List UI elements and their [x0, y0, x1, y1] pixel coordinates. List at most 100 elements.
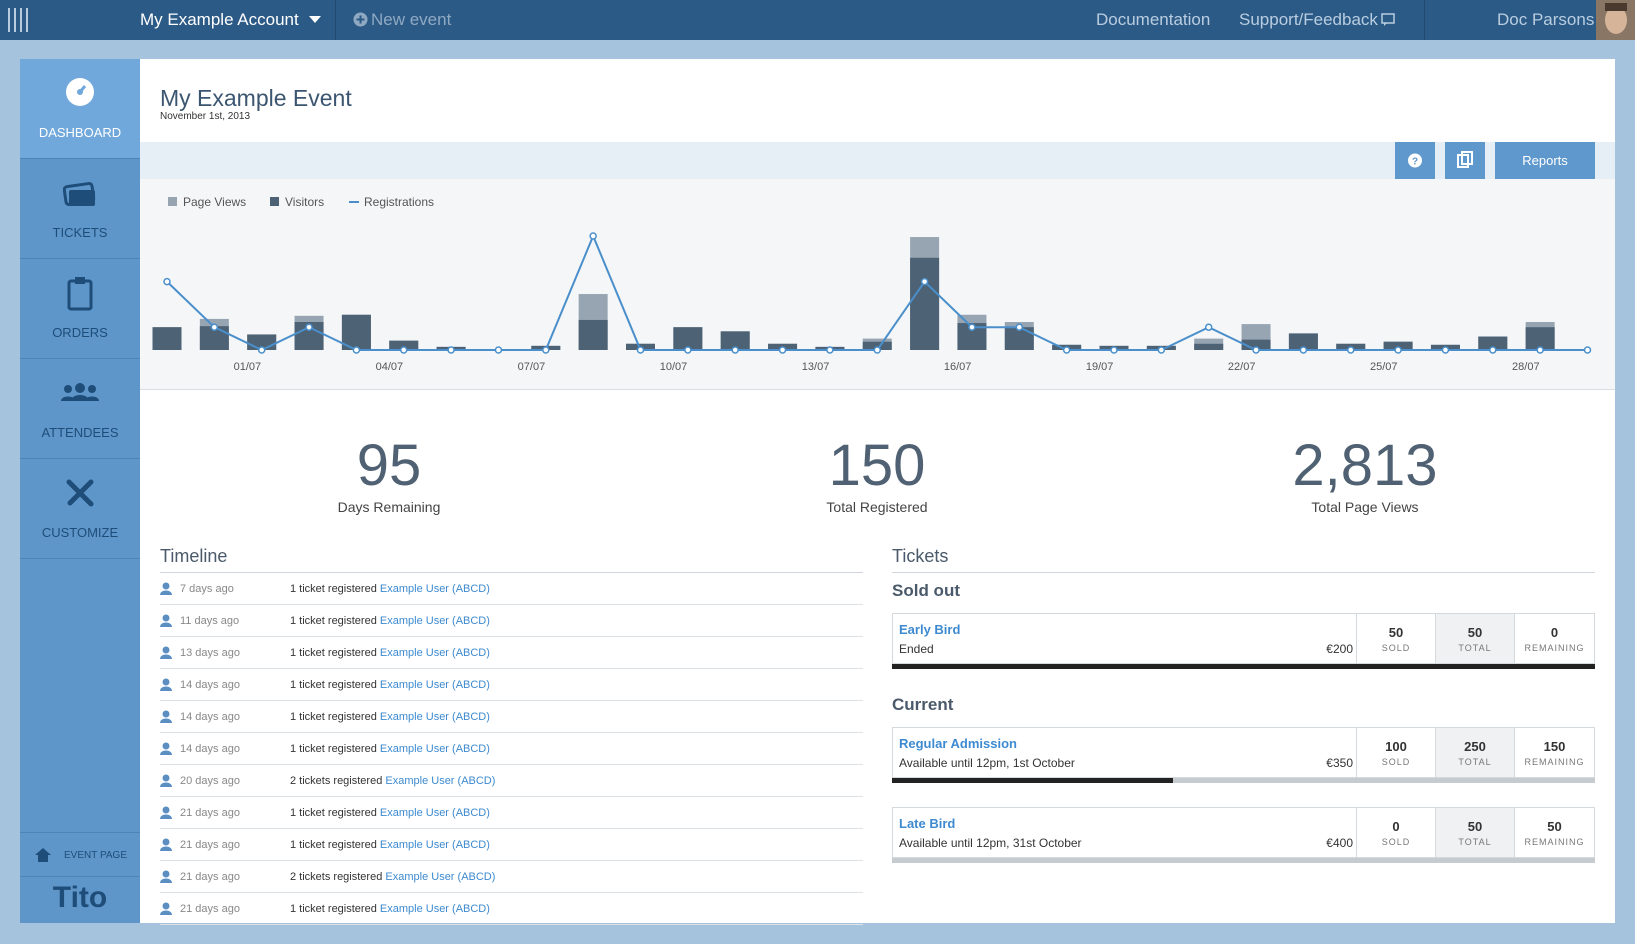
- entry: 1 ticket registered Example User (ABCD): [290, 807, 490, 819]
- customize-icon: [66, 479, 94, 507]
- ticket-remaining: 150 REMAINING: [1514, 728, 1594, 777]
- timeline-row: 13 days ago 1 ticket registered Example U…: [160, 637, 863, 669]
- nav-link[interactable]: Support/Feedback: [1239, 10, 1378, 29]
- entry-text: 1 ticket registered: [290, 679, 377, 691]
- top-bar: My Example Account New event Documentati…: [0, 0, 1635, 40]
- nav-item[interactable]: DASHBOARD: [20, 59, 140, 159]
- count: 250: [1464, 739, 1486, 754]
- entry-text: 1 ticket registered: [290, 743, 377, 755]
- user-link[interactable]: Example User (ABCD): [379, 743, 490, 755]
- legend-label: Registrations: [364, 195, 434, 209]
- orders-icon: [67, 277, 93, 311]
- home-icon: [35, 848, 51, 862]
- user-link[interactable]: Example User (ABCD): [379, 839, 490, 851]
- bar: [1478, 336, 1508, 350]
- user-link[interactable]: Example User (ABCD): [379, 583, 490, 595]
- user-link[interactable]: Example User (ABCD): [379, 807, 490, 819]
- point: [1252, 346, 1260, 354]
- point: [1489, 346, 1497, 354]
- timeline-row: 7 days ago 1 ticket registered Example Us…: [160, 573, 863, 605]
- stat-label: Total Registered: [826, 499, 928, 515]
- bar: [199, 326, 229, 350]
- group-title: Current: [892, 695, 954, 714]
- ticket-card: Regular Admission Available until 12pm, 1…: [892, 727, 1595, 778]
- count-label: REMAINING: [1524, 643, 1585, 653]
- time: 21 days ago: [180, 839, 240, 851]
- user-link[interactable]: Example User (ABCD): [385, 871, 496, 883]
- rule: [892, 572, 1595, 573]
- time: 14 days ago: [180, 711, 240, 723]
- user-icon: [160, 742, 172, 755]
- legend-label: Visitors: [285, 195, 324, 209]
- count: 50: [1467, 625, 1483, 640]
- point: [210, 323, 219, 331]
- event-page-link[interactable]: EVENT PAGE: [20, 832, 140, 877]
- toolbar: [140, 142, 1615, 179]
- user-link[interactable]: Example User (ABCD): [379, 903, 490, 915]
- nav-label: CUSTOMIZE: [41, 525, 119, 540]
- nav-label: DASHBOARD: [38, 125, 122, 140]
- user-link[interactable]: Example User (ABCD): [379, 615, 490, 627]
- point: [447, 346, 455, 354]
- nav-item[interactable]: CUSTOMIZE: [20, 459, 140, 559]
- attendees-icon: [61, 383, 99, 401]
- bar: [152, 327, 182, 350]
- bar: [1525, 327, 1555, 350]
- ticket-status: Available until 12pm, 31st October: [899, 836, 1082, 850]
- nav-item[interactable]: TICKETS: [20, 159, 140, 259]
- nav-item[interactable]: ATTENDEES: [20, 359, 140, 459]
- nav-item[interactable]: ORDERS: [20, 259, 140, 359]
- menu-logo[interactable]: [6, 8, 32, 32]
- ticket-sold: 50 SOLD: [1356, 614, 1435, 663]
- point: [1347, 346, 1355, 354]
- count: 0: [1392, 819, 1400, 834]
- count-label: REMAINING: [1524, 837, 1585, 847]
- nav-label: ORDERS: [52, 325, 108, 340]
- event-title: My Example Event: [160, 85, 352, 111]
- bar: [1004, 327, 1034, 350]
- count-label: REMAINING: [1524, 757, 1585, 767]
- user-link[interactable]: Example User (ABCD): [379, 711, 490, 723]
- count-label: TOTAL: [1458, 757, 1492, 767]
- new-event[interactable]: New event: [371, 10, 452, 29]
- bar: [1288, 333, 1318, 350]
- svg-text:?: ?: [1412, 157, 1418, 168]
- bar: [720, 331, 750, 350]
- bar: [341, 314, 371, 350]
- ticket-name[interactable]: Early Bird: [899, 622, 961, 637]
- legend-swatch: [168, 197, 177, 206]
- point: [352, 346, 361, 354]
- point: [400, 346, 408, 354]
- chat-icon: [1381, 13, 1395, 26]
- user-icon: [160, 614, 172, 627]
- help-button[interactable]: ?: [1395, 142, 1435, 179]
- nav-link[interactable]: Documentation: [1096, 10, 1211, 29]
- account-name[interactable]: My Example Account: [140, 10, 299, 29]
- time: 13 days ago: [180, 647, 240, 659]
- event-page-label: EVENT PAGE: [64, 850, 127, 861]
- stat-value: 150: [828, 433, 926, 498]
- plus-icon: [353, 12, 368, 27]
- reports-button[interactable]: Reports: [1495, 142, 1595, 179]
- count-label: TOTAL: [1458, 643, 1492, 653]
- user-link[interactable]: Example User (ABCD): [379, 679, 490, 691]
- ticket-name[interactable]: Late Bird: [899, 816, 956, 831]
- avatar[interactable]: [1596, 0, 1635, 40]
- entry-text: 1 ticket registered: [290, 839, 377, 851]
- user-link[interactable]: Example User (ABCD): [385, 775, 496, 787]
- copy-button[interactable]: [1445, 142, 1485, 179]
- user-link[interactable]: Example User (ABCD): [379, 647, 490, 659]
- entry-text: 1 ticket registered: [290, 903, 377, 915]
- point: [920, 277, 929, 286]
- user-icon: [160, 710, 172, 723]
- time: 14 days ago: [180, 743, 240, 755]
- ticket-total: 50 TOTAL: [1435, 808, 1514, 857]
- bar: [910, 257, 940, 350]
- divider: [335, 0, 336, 40]
- point: [1441, 346, 1450, 354]
- user-name[interactable]: Doc Parsons: [1497, 10, 1595, 29]
- entry: 2 tickets registered Example User (ABCD): [290, 871, 495, 883]
- ticket-name[interactable]: Regular Admission: [899, 736, 1017, 751]
- caret[interactable]: [309, 16, 321, 24]
- x-tick-label: 19/07: [1086, 361, 1114, 373]
